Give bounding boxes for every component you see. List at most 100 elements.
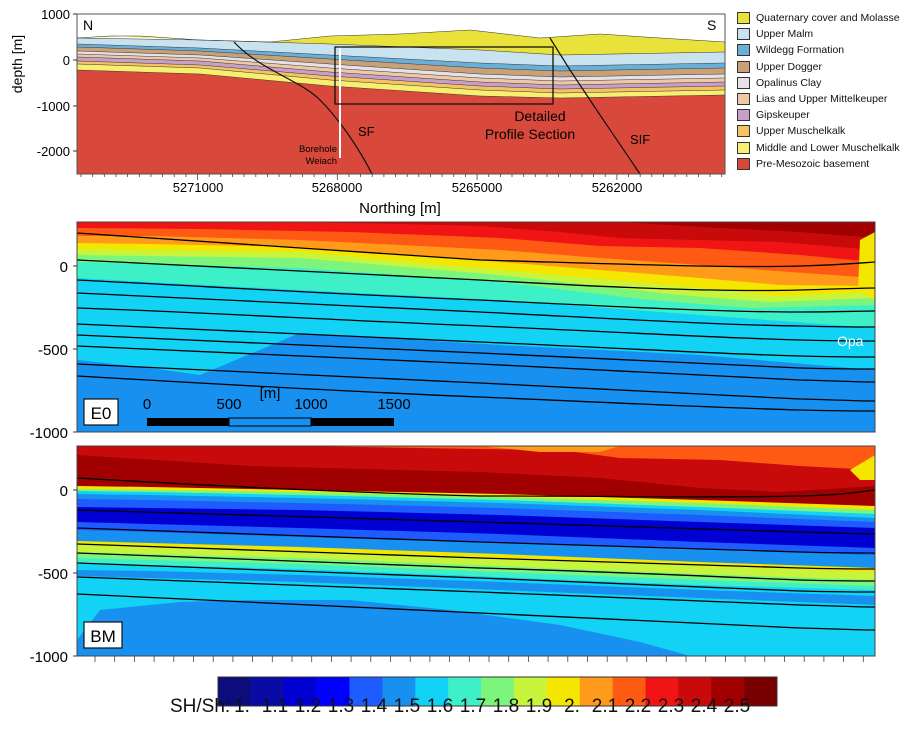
colorbar-title: SH/Sh: [170, 696, 231, 717]
colorbar-tick-label: 1.8 [492, 696, 520, 717]
legend-swatch [737, 125, 750, 138]
scalebar-tick: 0 [143, 396, 151, 413]
legend-label: Pre-Mesozoic basement [756, 157, 870, 170]
colorbar-tick-label: 2.1 [591, 696, 619, 717]
colorbar-swatch [711, 677, 745, 706]
colorbar-swatch [678, 677, 712, 706]
ytick-label: 0 [60, 259, 68, 276]
colorbar-swatch [250, 677, 285, 706]
legend-item: Upper Malm [737, 26, 919, 42]
fault-sf-line [233, 41, 373, 174]
legend-swatch [737, 157, 750, 170]
scalebar-unit: [m] [260, 385, 281, 402]
colorbar-tick-label: 1.1 [261, 696, 289, 717]
legend-item: Pre-Mesozoic basement [737, 156, 919, 172]
legend-item: Gipskeuper [737, 107, 919, 123]
north-label: N [83, 17, 93, 33]
ytick-label: -1000 [30, 425, 68, 442]
layer-gipskeuper [77, 57, 725, 89]
panel-id-box [83, 398, 119, 426]
colorbar-tick-label: 1.4 [360, 696, 388, 717]
colorbar-swatch [415, 677, 449, 706]
colorbar [217, 676, 778, 707]
xtick-label: 5268000 [312, 180, 363, 195]
layer-basement [77, 70, 725, 174]
xtick-label: 5271000 [173, 180, 224, 195]
colorbar-tick-label: 1.5 [393, 696, 421, 717]
scalebar-tick: 1500 [377, 396, 410, 413]
legend-swatch [737, 109, 750, 122]
legend-item: Quaternary cover and Molasse [737, 10, 919, 26]
legend-item: Wildegg Formation [737, 42, 919, 58]
colorbar-swatch [481, 677, 515, 706]
bm-panel: BM 0 -500 -1000 [30, 445, 876, 666]
y-axis-label: depth [m] [9, 35, 25, 93]
layer-middle-lower-muschelkalk [77, 64, 725, 98]
legend-label: Upper Muschelkalk [756, 125, 846, 138]
ytick-label: -1000 [30, 649, 68, 666]
colorbar-tick-label: 1.9 [525, 696, 553, 717]
ytick-label: -500 [38, 342, 68, 359]
legend-label: Upper Malm [756, 28, 814, 41]
detail-box [334, 46, 554, 105]
layer-upper-muschelkalk [77, 61, 725, 93]
legend-item: Middle and Lower Muschelkalk [737, 140, 919, 156]
ytick-label: -1000 [37, 99, 70, 114]
ytick-label: 1000 [41, 7, 70, 22]
colorbar-tick-label: 2.2 [624, 696, 652, 717]
colorbar-swatch [645, 677, 679, 706]
colorbar-swatch [218, 677, 252, 706]
ytick-label: 0 [63, 53, 70, 68]
fault-sif-label: SIF [630, 132, 650, 147]
xtick-label: 5265000 [452, 180, 503, 195]
colorbar-tick-label: 2. [564, 696, 580, 717]
colorbar-tick-label: 1.3 [327, 696, 355, 717]
legend-item: Upper Dogger [737, 59, 919, 75]
colorbar-tick-label: 2.3 [657, 696, 685, 717]
scale-bar: 0 500 1000 1500 [m] [143, 385, 411, 427]
e0-panel: E0 Opa 0 500 1000 1500 [m] 0 -500 -1000 [30, 221, 876, 442]
colorbar-tick-label: 2.5 [723, 696, 751, 717]
colorbar-tick-label: 1.2 [294, 696, 322, 717]
colorbar-tick-label: 1.7 [459, 696, 487, 717]
borehole-label: Borehole Weiach [299, 144, 337, 167]
colorbar-swatch [513, 677, 548, 706]
colorbar-swatch [744, 677, 778, 706]
layer-opalinus [77, 51, 725, 81]
colorbar-labels: SH/Sh: 1. 1.1 1.2 1.3 1.4 1.5 1.6 1.7 1.8 1.9 2. 2.… [170, 696, 790, 722]
scalebar-tick: 500 [216, 396, 241, 413]
colorbar-tick-label: 1.6 [426, 696, 454, 717]
panel-id-label: E0 [91, 404, 112, 423]
layer-upper-dogger [77, 47, 725, 77]
xtick-label: 5262000 [592, 180, 643, 195]
legend-swatch [737, 12, 750, 25]
legend-label: Opalinus Clay [756, 76, 822, 89]
colorbar-tick-label: 1. [234, 696, 250, 717]
layer-quaternary [77, 30, 725, 55]
fault-sif-line [549, 37, 641, 174]
colorbar-tick-label: 2.4 [690, 696, 718, 717]
legend-label: Lias and Upper Mittelkeuper [756, 93, 888, 106]
ytick-label: -2000 [37, 144, 70, 159]
cross-section-panel: 1000 0 -1000 -2000 depth [m] 5271000 526… [9, 7, 726, 217]
scalebar-tick: 1000 [294, 396, 327, 413]
legend-label: Wildegg Formation [756, 44, 845, 57]
legend-label: Upper Dogger [756, 60, 822, 73]
x-axis-label: Northing [m] [359, 200, 441, 217]
panel-id-box [83, 621, 123, 649]
panel-id-label: BM [90, 627, 116, 646]
legend-swatch [737, 93, 750, 106]
legend-swatch [737, 60, 750, 73]
colorbar-swatch [349, 677, 383, 706]
legend: Quaternary cover and Molasse Upper Malm Wi… [737, 10, 919, 172]
legend-label: Quaternary cover and Molasse [756, 12, 900, 25]
colorbar-swatch [283, 677, 317, 706]
colorbar-swatch [612, 677, 646, 706]
colorbar-swatch [448, 677, 482, 706]
ytick-label: -500 [38, 566, 68, 583]
fault-sf-label: SF [358, 124, 375, 139]
legend-swatch [737, 141, 750, 154]
legend-item: Upper Muschelkalk [737, 123, 919, 139]
layer-wildegg [77, 44, 725, 71]
